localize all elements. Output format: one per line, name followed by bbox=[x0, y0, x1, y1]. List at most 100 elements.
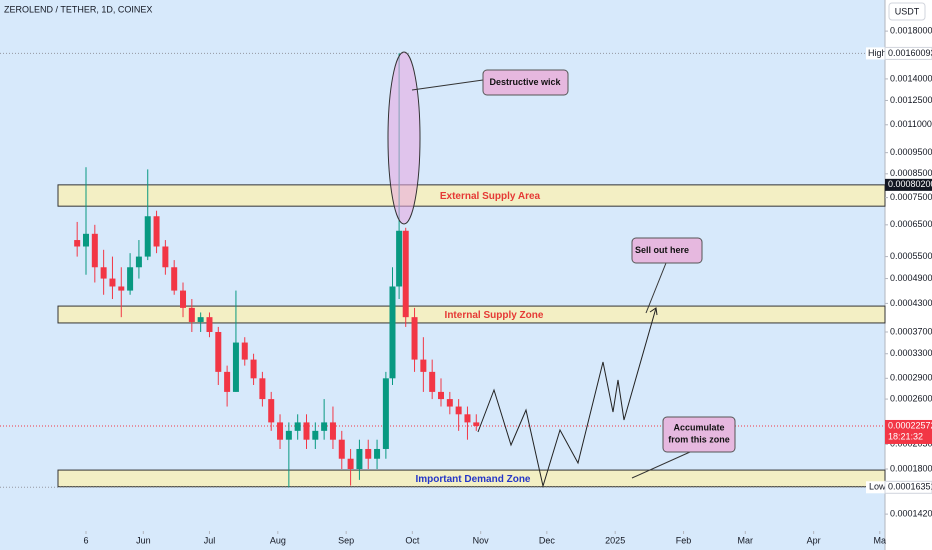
callout-pointer bbox=[411, 79, 484, 91]
candle-body bbox=[109, 278, 116, 287]
candle-body bbox=[312, 430, 319, 440]
x-tick-label: Feb bbox=[676, 535, 692, 545]
candle-body bbox=[294, 422, 301, 431]
high-value: 0.00160093 bbox=[888, 48, 932, 58]
candle-body bbox=[188, 307, 195, 322]
candle-body bbox=[411, 317, 418, 360]
high-tag: High bbox=[868, 48, 887, 58]
candle-body bbox=[100, 267, 107, 279]
callout-box bbox=[631, 237, 703, 264]
candle-body bbox=[162, 246, 169, 268]
candle-body bbox=[91, 233, 98, 268]
callout-box bbox=[662, 416, 736, 453]
x-tick-label: Dec bbox=[539, 535, 556, 545]
projection-arrow bbox=[649, 307, 658, 316]
candle-body bbox=[144, 216, 151, 257]
last-price-box bbox=[885, 419, 932, 444]
candle-body bbox=[365, 448, 372, 459]
callout-text: Accumulate bbox=[673, 422, 724, 432]
candle-body bbox=[82, 233, 89, 247]
low-value: 0.00016351 bbox=[888, 482, 932, 492]
candle-body bbox=[268, 399, 275, 423]
x-tick-label: 2025 bbox=[605, 535, 625, 545]
candle-body bbox=[396, 230, 403, 287]
candle-body bbox=[197, 317, 204, 322]
candle-body bbox=[171, 267, 178, 291]
candle-body bbox=[206, 317, 213, 332]
currency: USDT bbox=[895, 6, 920, 16]
candle-body bbox=[402, 230, 409, 318]
low-tag: Low bbox=[869, 482, 886, 492]
symbol-title: ZEROLEND / TETHER, 1D, COINEX bbox=[4, 4, 152, 14]
candle-body bbox=[446, 399, 453, 407]
candle-body bbox=[374, 448, 381, 459]
candle-body bbox=[153, 216, 160, 247]
plot-background bbox=[0, 0, 885, 550]
candle-body bbox=[224, 371, 231, 392]
candle-body bbox=[473, 422, 480, 426]
wick-ellipse bbox=[387, 51, 421, 225]
overlays: Destructive wick Sell out here Accumulat… bbox=[387, 51, 736, 488]
x-tick-label: Jun bbox=[136, 535, 151, 545]
candle-body bbox=[438, 391, 444, 400]
zone-label: Internal Supply Zone bbox=[445, 310, 544, 321]
x-tick-label: 6 bbox=[83, 535, 88, 545]
countdown: 18:21:32 bbox=[888, 431, 923, 441]
callout-box bbox=[482, 69, 569, 96]
candle-body bbox=[135, 256, 142, 268]
candle-body bbox=[180, 290, 187, 308]
crosshair-box bbox=[885, 178, 932, 191]
candle-body bbox=[250, 359, 257, 379]
candle-body bbox=[74, 240, 81, 247]
x-tick-label: Nov bbox=[473, 535, 490, 545]
candle-body bbox=[389, 286, 396, 379]
candle-body bbox=[321, 422, 328, 431]
zones: External Supply Area Internal Supply Zone… bbox=[0, 52, 886, 488]
x-tick-label: Oct bbox=[405, 535, 420, 545]
candle-body bbox=[338, 439, 345, 459]
candle-body bbox=[303, 422, 310, 440]
candle-body bbox=[329, 422, 336, 440]
candle-body bbox=[127, 267, 134, 291]
x-tick-label: Sep bbox=[338, 535, 354, 545]
candle-body bbox=[429, 371, 436, 392]
callout-text: Sell out here bbox=[635, 245, 689, 255]
high-tag-box bbox=[866, 47, 885, 60]
zone bbox=[57, 305, 886, 324]
candle-body bbox=[232, 342, 239, 392]
candle-body bbox=[241, 342, 248, 360]
candle-body bbox=[420, 359, 427, 372]
zone bbox=[57, 184, 886, 207]
price-axis bbox=[885, 0, 932, 550]
low-value-box bbox=[884, 480, 932, 494]
x-tick-label: Aug bbox=[270, 535, 286, 545]
high-value-box bbox=[884, 46, 932, 60]
x-tick-label: Mar bbox=[738, 535, 754, 545]
candles bbox=[74, 53, 480, 488]
zone-label: Important Demand Zone bbox=[415, 474, 530, 485]
candle-body bbox=[347, 458, 354, 470]
candle-body bbox=[277, 422, 284, 440]
last-price: 0.00022572 bbox=[888, 420, 932, 430]
zone bbox=[57, 469, 886, 488]
y-tick-label: 0.00014200 bbox=[890, 508, 932, 518]
callout-text: from this zone bbox=[668, 434, 730, 444]
callout-pointer bbox=[645, 262, 667, 314]
projection-path bbox=[477, 307, 657, 488]
crosshair-label: 0.00080200 bbox=[888, 179, 932, 189]
